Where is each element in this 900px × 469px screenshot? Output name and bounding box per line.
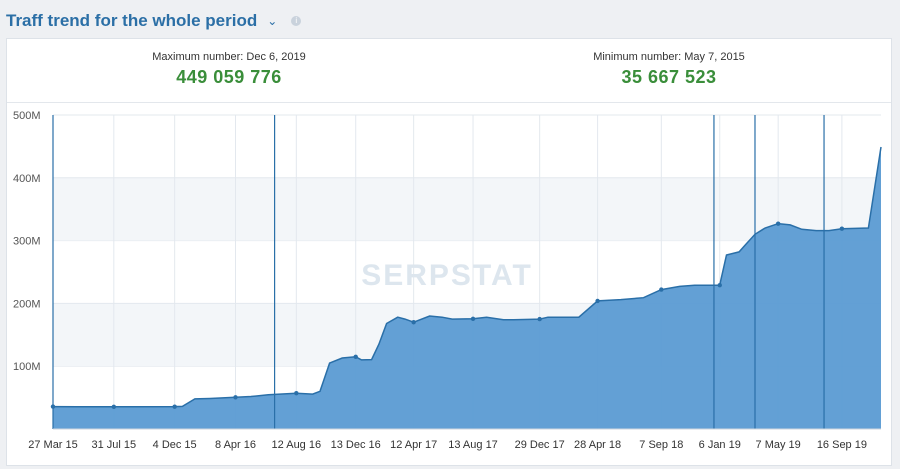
min-value: 35 667 523 <box>621 67 717 87</box>
markers <box>50 221 845 410</box>
data-point <box>775 221 781 226</box>
x-tick-label: 7 Sep 18 <box>639 439 683 451</box>
data-point <box>50 404 56 409</box>
stats-panel: Maximum number: Dec 6, 2019 449 059 776 … <box>7 39 891 103</box>
series-area <box>53 147 881 429</box>
chart-card: Maximum number: Dec 6, 2019 449 059 776 … <box>6 38 892 466</box>
page-title: Traff trend for the whole period <box>6 11 258 30</box>
x-axis: 27 Mar 15 31 Jul 15 4 Dec 15 8 Apr 16 12 Aug… <box>28 428 881 451</box>
y-tick-label: 400M <box>13 173 41 185</box>
grid-band <box>53 177 881 241</box>
y-axis: 100M 200M 300M 400M 500M <box>13 110 41 373</box>
min-label: Minimum number: May 7, 2015 <box>593 51 745 63</box>
data-point <box>172 404 177 409</box>
x-tick-label: 31 Jul 15 <box>92 439 137 451</box>
data-point <box>233 395 238 400</box>
series <box>52 146 882 429</box>
y-tick-label: 300M <box>13 236 41 248</box>
data-point <box>294 391 299 396</box>
chart-header: Traff trend for the whole period ⌄ i <box>6 8 302 34</box>
data-point <box>470 316 476 321</box>
info-icon[interactable]: i <box>291 16 302 26</box>
traffic-chart: SERPSTAT 100M 200M 300M 400M 500M 27 Mar 15 3… <box>13 110 882 451</box>
max-label: Maximum number: Dec 6, 2019 <box>152 51 306 63</box>
y-tick-label: 200M <box>13 298 41 310</box>
data-point <box>595 298 600 304</box>
data-point <box>353 354 358 359</box>
event-lines <box>52 115 825 429</box>
max-value: 449 059 776 <box>176 67 282 87</box>
y-tick-label: 100M <box>13 361 41 373</box>
series-line <box>52 146 882 408</box>
data-point <box>717 282 722 288</box>
y-tick-label: 500M <box>13 110 41 122</box>
data-point <box>537 316 542 322</box>
data-point <box>659 287 664 292</box>
x-tick-label: 13 Aug 17 <box>448 439 498 451</box>
min-stat: Minimum number: May 7, 2015 35 667 523 <box>519 51 819 88</box>
x-tick-label: 27 Mar 15 <box>28 439 78 451</box>
x-tick-label: 8 Apr 16 <box>215 439 256 451</box>
data-point <box>839 226 845 231</box>
x-tick-label: 12 Aug 16 <box>272 439 322 451</box>
x-tick-label: 7 May 19 <box>756 439 801 451</box>
x-tick-label: 13 Dec 16 <box>331 439 381 451</box>
watermark: SERPSTAT <box>361 259 533 292</box>
x-tick-label: 6 Jan 19 <box>699 439 741 451</box>
x-tick-label: 28 Apr 18 <box>574 439 621 451</box>
x-tick-label: 12 Apr 17 <box>390 439 437 451</box>
x-tick-label: 29 Dec 17 <box>515 439 565 451</box>
chevron-down-icon[interactable]: ⌄ <box>267 14 278 28</box>
data-point <box>111 404 117 410</box>
max-stat: Maximum number: Dec 6, 2019 449 059 776 <box>79 51 379 88</box>
x-tick-label: 4 Dec 15 <box>153 439 197 451</box>
data-point <box>411 320 416 325</box>
x-tick-label: 16 Sep 19 <box>817 439 867 451</box>
